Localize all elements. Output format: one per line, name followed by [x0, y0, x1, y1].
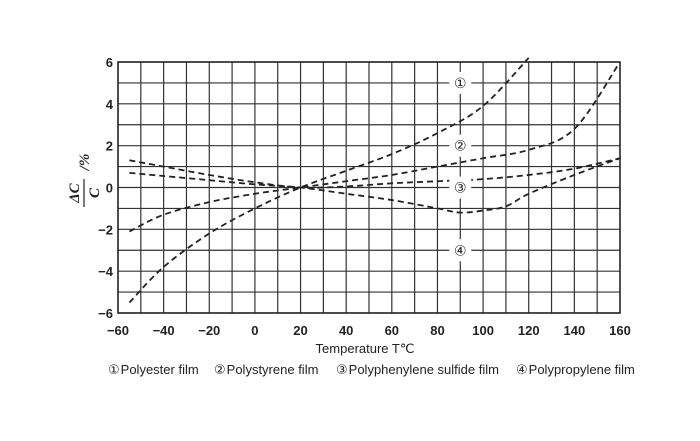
- legend-item-2: ②Polystyrene film: [214, 362, 318, 378]
- series-line-2: [129, 61, 621, 233]
- marker-background-3: [449, 176, 472, 199]
- series-lines: [128, 57, 621, 304]
- x-axis-label: Temperature T℃: [316, 341, 415, 356]
- series-line-1: [128, 57, 530, 304]
- y-tick-label: −2: [98, 222, 113, 237]
- y-tick-label: 6: [106, 55, 113, 70]
- legend-marker-4: ④: [516, 363, 528, 378]
- x-tick-label: 160: [609, 323, 631, 338]
- y-axis-label: ΔC C /%: [67, 154, 103, 207]
- legend-marker-3: ③: [336, 363, 348, 378]
- y-tick-label: 4: [106, 97, 114, 112]
- x-tick-label: −60: [107, 323, 129, 338]
- legend-item-4: ④Polypropylene film: [516, 362, 635, 378]
- legend-label-2: Polystyrene film: [226, 362, 319, 377]
- x-tick-label: 60: [385, 323, 399, 338]
- y-axis-label-denominator: C: [87, 187, 103, 198]
- series-markers: ① ② ③ ④: [449, 71, 472, 262]
- x-tick-labels: −60 −40 −20 0 20 40 60 80 100 120 140 160: [107, 323, 631, 338]
- series-marker-4: ④: [454, 243, 467, 259]
- y-axis-label-numerator: ΔC: [67, 182, 83, 203]
- y-tick-label: 0: [106, 181, 113, 196]
- x-tick-label: 0: [251, 323, 258, 338]
- legend-label-1: Polyester film: [120, 362, 199, 377]
- y-tick-label: −4: [98, 264, 114, 279]
- legend-marker-2: ②: [214, 363, 226, 378]
- legend-label-4: Polypropylene film: [528, 362, 635, 377]
- x-tick-label: 140: [564, 323, 586, 338]
- x-tick-label: 20: [293, 323, 307, 338]
- series-marker-1: ①: [454, 76, 467, 92]
- y-tick-labels: −6 −4 −2 0 2 4 6: [98, 55, 114, 321]
- x-tick-label: −40: [153, 323, 175, 338]
- series-marker-2: ②: [454, 139, 467, 155]
- y-axis-label-unit: /%: [77, 154, 93, 172]
- marker-background-2: [449, 134, 472, 157]
- x-tick-label: 80: [430, 323, 444, 338]
- x-tick-label: −20: [198, 323, 220, 338]
- series-line-4: [129, 157, 621, 214]
- plot-frame: [117, 61, 621, 314]
- series-line-3: [129, 157, 621, 189]
- x-tick-label: 120: [518, 323, 540, 338]
- legend-item-1: ①Polyester film: [108, 362, 199, 378]
- legend-item-3: ③Polyphenylene sulfide film: [336, 362, 499, 378]
- series-marker-3: ③: [454, 181, 467, 197]
- legend: ①Polyester film ②Polystyrene film ③Polyp…: [108, 362, 668, 382]
- marker-background-4: [449, 239, 472, 262]
- y-tick-label: 2: [106, 139, 113, 154]
- y-tick-label: −6: [98, 306, 113, 321]
- legend-label-3: Polyphenylene sulfide film: [348, 362, 499, 377]
- marker-background-1: [449, 71, 472, 94]
- legend-marker-1: ①: [108, 363, 120, 378]
- x-tick-label: 100: [472, 323, 494, 338]
- x-tick-label: 40: [339, 323, 353, 338]
